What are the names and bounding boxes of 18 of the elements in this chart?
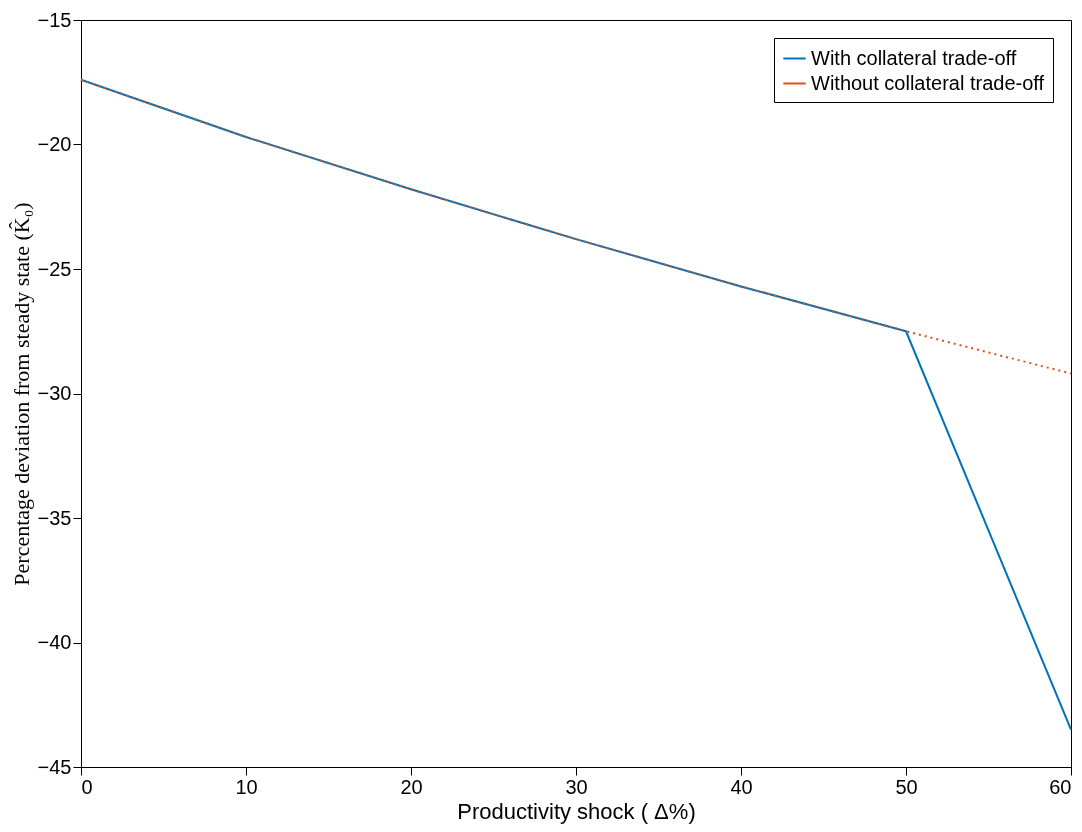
legend-label: With collateral trade-off <box>811 46 1017 69</box>
y-tick-label: −20 <box>37 133 72 155</box>
x-tick-label: 0 <box>81 775 93 798</box>
y-tick-label: −45 <box>37 755 72 778</box>
legend-label: Without collateral trade-off <box>811 71 1045 94</box>
y-tick-label: −15 <box>37 8 72 31</box>
y-tick-label: −40 <box>37 631 72 653</box>
x-tick-label: 10 <box>235 775 258 798</box>
x-tick-label: 20 <box>400 775 423 798</box>
x-tick-label: 60 <box>1049 775 1072 798</box>
y-tick-label: −35 <box>37 506 72 529</box>
x-tick-label: 50 <box>895 775 918 798</box>
y-axis-title: Percentage deviation from steady state (K̂₀) <box>8 202 34 586</box>
x-tick-label: 40 <box>730 775 753 798</box>
x-tick-label: 30 <box>565 775 588 798</box>
x-axis-title: Productivity shock ( Δ%) <box>457 798 696 824</box>
y-tick-label: −25 <box>37 257 72 280</box>
y-tick-label: −30 <box>37 382 72 404</box>
